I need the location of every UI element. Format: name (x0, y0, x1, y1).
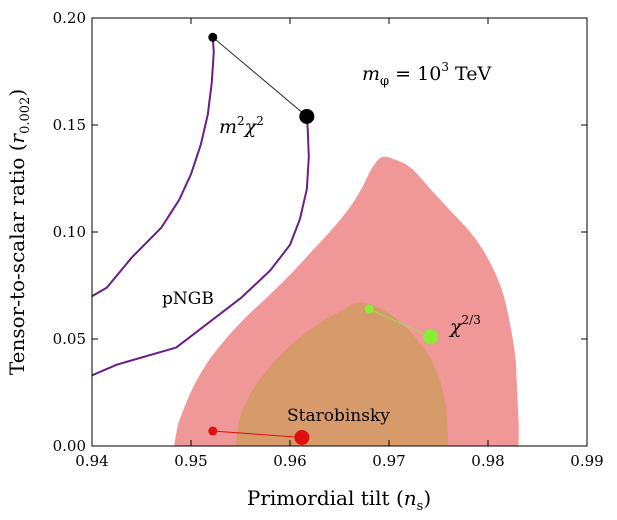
contour-inner-68 (235, 302, 449, 446)
y-tick-label: 0.15 (53, 116, 86, 134)
y-tick-label: 0.20 (53, 9, 86, 27)
m2chi2-line (212, 36, 308, 117)
m2chi2-curve-left (92, 37, 215, 298)
axis-ticks (91, 17, 588, 447)
y-axis-title: Tensor-to-scalar ratio (r0.002) (5, 89, 33, 375)
axis-tick-labels: 0.94 0.95 0.96 0.97 0.98 0.99 0.00 0.05 0.10 0.15… (53, 9, 604, 470)
model-segments (208, 32, 439, 445)
starobinsky-start-point (208, 426, 218, 436)
x-tick-label: 0.99 (570, 452, 603, 470)
pngb-label: pNGB (162, 289, 214, 309)
starobinsky-label: Starobinsky (287, 406, 390, 426)
x-tick-label: 0.95 (174, 452, 207, 470)
x-tick-label: 0.97 (372, 452, 405, 470)
m2chi2-start-point (208, 32, 218, 42)
y-tick-label: 0.10 (53, 223, 86, 241)
m2chi2-end-point (299, 108, 315, 124)
x-tick-label: 0.98 (471, 452, 504, 470)
m2chi2-curve-right (92, 114, 310, 377)
confidence-contours (174, 156, 519, 446)
starobinsky-end-point (294, 429, 310, 445)
y-tick-label: 0.00 (53, 437, 86, 455)
mass-annotation: mφ = 103 TeV (362, 60, 491, 89)
m2chi2-label: m2χ2 (219, 114, 264, 138)
chi23-label: χ2/3 (448, 313, 481, 338)
chi23-line (368, 308, 431, 338)
x-axis-title: Primordial tilt (ns) (247, 486, 431, 514)
starobinsky-line (212, 430, 302, 438)
chi23-end-point (423, 329, 439, 345)
x-tick-label: 0.96 (273, 452, 306, 470)
y-tick-label: 0.05 (53, 330, 86, 348)
x-tick-label: 0.94 (75, 452, 108, 470)
chi23-start-point (364, 304, 374, 314)
model-curves (92, 37, 310, 377)
